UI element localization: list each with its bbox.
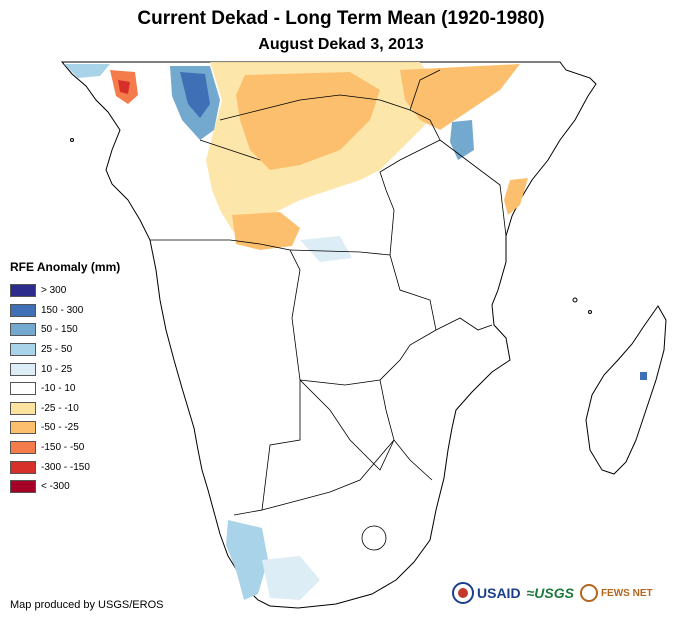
island <box>572 297 578 303</box>
deficit-region-core <box>236 72 380 170</box>
map-title: Current Dekad - Long Term Mean (1920-198… <box>137 8 545 29</box>
surplus-region-north-core <box>180 72 210 118</box>
island <box>70 138 74 142</box>
legend-label: < -300 <box>41 481 70 493</box>
legend-label: -10 - 10 <box>41 383 76 395</box>
light-surplus-south <box>262 556 320 600</box>
legend-rows: > 300 150 - 300 50 - 150 25 - 50 10 - 25 -10 … <box>10 281 120 497</box>
usaid-seal-icon <box>452 582 474 604</box>
legend-item: 150 - 300 <box>10 301 120 321</box>
legend-item: 10 - 25 <box>10 359 120 379</box>
legend-item: 25 - 50 <box>10 340 120 360</box>
country-borders <box>150 69 507 551</box>
legend-item: 50 - 150 <box>10 320 120 340</box>
light-surplus-central <box>300 236 352 262</box>
legend-swatch <box>10 303 36 317</box>
legend-swatch <box>10 323 36 337</box>
map-subtitle: August Dekad 3, 2013 <box>258 36 424 53</box>
legend-item: -25 - -10 <box>10 399 120 419</box>
legend-swatch <box>10 284 36 298</box>
surplus-region-far-northwest <box>64 64 110 78</box>
legend-item: -10 - 10 <box>10 379 120 399</box>
legend-item: -50 - -25 <box>10 418 120 438</box>
legend-swatch <box>10 401 36 415</box>
credit-text: Map produced by USGS/EROS <box>10 599 164 611</box>
fews-logo: FEWS NET <box>579 584 653 602</box>
legend-item: < -300 <box>10 477 120 497</box>
legend-label: 50 - 150 <box>41 324 78 336</box>
legend-item: -150 - -50 <box>10 438 120 458</box>
legend-label: 10 - 25 <box>41 363 73 375</box>
deficit-region-east-coast <box>504 178 528 215</box>
fews-globe-icon <box>579 584 598 602</box>
legend-item: -300 - -150 <box>10 457 120 477</box>
island <box>588 310 592 314</box>
usaid-logo-text: USAID <box>477 585 521 601</box>
deficit-region-southwest <box>232 212 300 250</box>
legend-label: -50 - -25 <box>41 422 79 434</box>
usaid-logo: USAID <box>452 582 521 604</box>
legend: RFE Anomaly (mm) > 300 150 - 300 50 - 150 2… <box>10 260 120 497</box>
legend-swatch <box>10 421 36 435</box>
usgs-logo: ≈ USGS <box>527 585 574 601</box>
deficit-region-east <box>400 64 520 130</box>
anomaly-patches <box>64 62 648 600</box>
legend-label: -150 - -50 <box>41 442 85 454</box>
legend-label: -25 - -10 <box>41 402 79 414</box>
fews-logo-text: FEWS NET <box>600 587 653 599</box>
logo-bar: USAID ≈ USGS FEWS NET <box>452 582 659 604</box>
legend-swatch <box>10 382 36 396</box>
legend-label: -300 - -150 <box>41 461 90 473</box>
madagascar-surplus-spot <box>640 372 647 380</box>
usgs-wave-icon: ≈ <box>526 585 535 601</box>
surplus-region-east <box>450 120 474 160</box>
legend-label: 150 - 300 <box>41 304 84 316</box>
surplus-region-southwest-cape <box>226 520 268 600</box>
legend-swatch <box>10 480 36 494</box>
legend-swatch <box>10 343 36 357</box>
legend-swatch <box>10 460 36 474</box>
legend-swatch <box>10 362 36 376</box>
deficit-spot-northwest <box>118 80 130 94</box>
legend-title: RFE Anomaly (mm) <box>10 260 121 274</box>
legend-item: > 300 <box>10 281 120 301</box>
madagascar-outline <box>585 305 667 475</box>
usgs-logo-text: USGS <box>534 585 574 601</box>
legend-label: 25 - 50 <box>41 344 73 356</box>
legend-label: > 300 <box>41 285 67 297</box>
legend-swatch <box>10 441 36 455</box>
